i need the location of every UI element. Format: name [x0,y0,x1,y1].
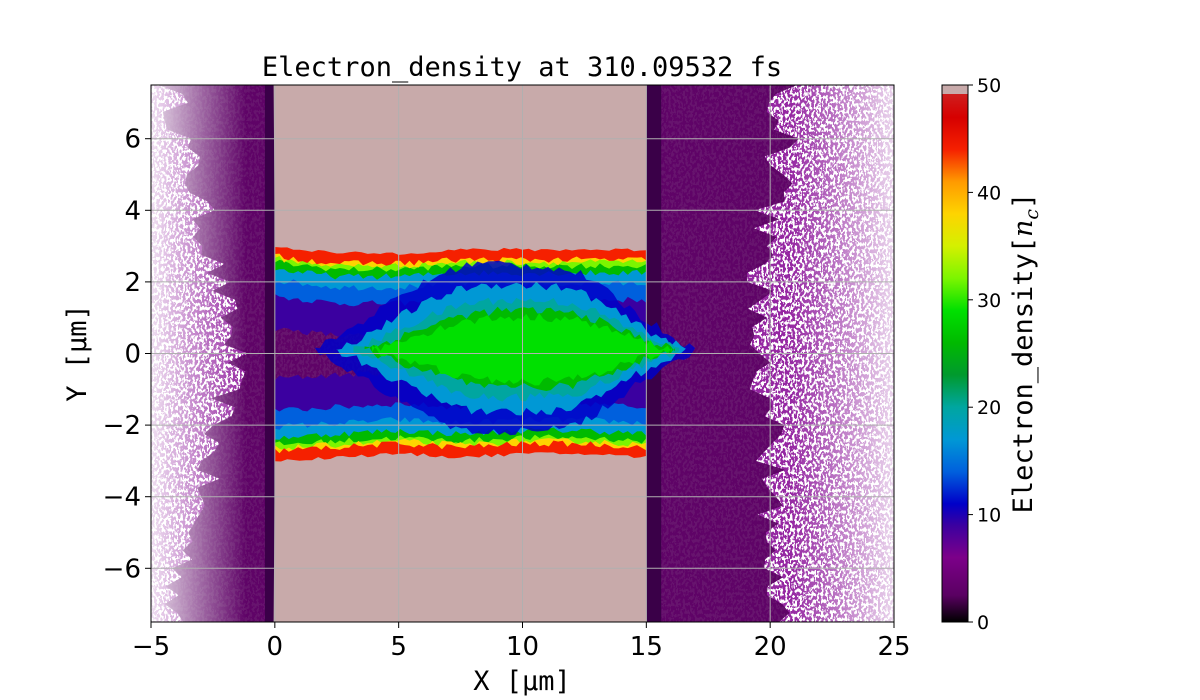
x-tick-label: −5 [132,632,170,662]
colorbar-tick-label: 0 [977,612,989,634]
x-tick-label: 25 [877,632,910,662]
x-axis-ticks: −5 0 5 10 15 20 25 [132,622,911,662]
x-tick-label: 15 [630,632,663,662]
y-tick-label: −2 [103,411,141,441]
y-axis-label: Y [μm] [62,304,93,402]
x-tick-label: 10 [506,632,539,662]
colorbar-tick-label: 10 [977,505,1001,527]
x-tick-label: 20 [754,632,787,662]
colorbar-tick-label: 40 [977,182,1001,204]
y-axis-ticks: −6 −4 −2 0 2 4 6 [103,125,151,584]
colorbar: 0 10 20 30 40 50 Electron_density[nc] [941,75,1043,634]
colorbar-gradient-bar [942,85,968,622]
colorbar-ticks: 0 10 20 30 40 50 [968,75,1001,634]
colorbar-label-close: ] [1008,193,1039,209]
colorbar-frame [941,84,969,623]
colorbar-overflow-band [942,85,968,94]
y-tick-label: 0 [124,340,141,370]
y-tick-label: 6 [124,125,141,155]
colorbar-tick-label: 20 [977,397,1001,419]
x-tick-label: 0 [267,632,284,662]
x-axis-label: X [μm] [473,666,571,697]
channel-core-band-4 [372,313,672,386]
colorbar-tick-label: 50 [977,75,1001,97]
grid-layer [151,85,894,622]
colorbar-label-main: Electron_density[ [1008,237,1039,513]
x-tick-label: 5 [390,632,407,662]
colorbar-label-variable: n [1008,220,1039,237]
y-tick-label: −4 [103,483,141,513]
plot-area [151,85,894,622]
channel-wall-band-lower-6 [274,440,647,463]
chart-title: Electron_density at 310.09532 fs [262,52,782,83]
colorbar-label-subscript: c [1021,209,1043,220]
density-region-upper-target-overflow [273,85,647,255]
y-tick-label: 2 [124,268,141,298]
colorbar-label: Electron_density[nc] [1008,193,1043,514]
colorbar-tick-label: 30 [977,290,1001,312]
y-tick-label: −6 [103,554,141,584]
density-region-lower-target-overflow [273,452,647,622]
y-tick-label: 4 [124,196,141,226]
